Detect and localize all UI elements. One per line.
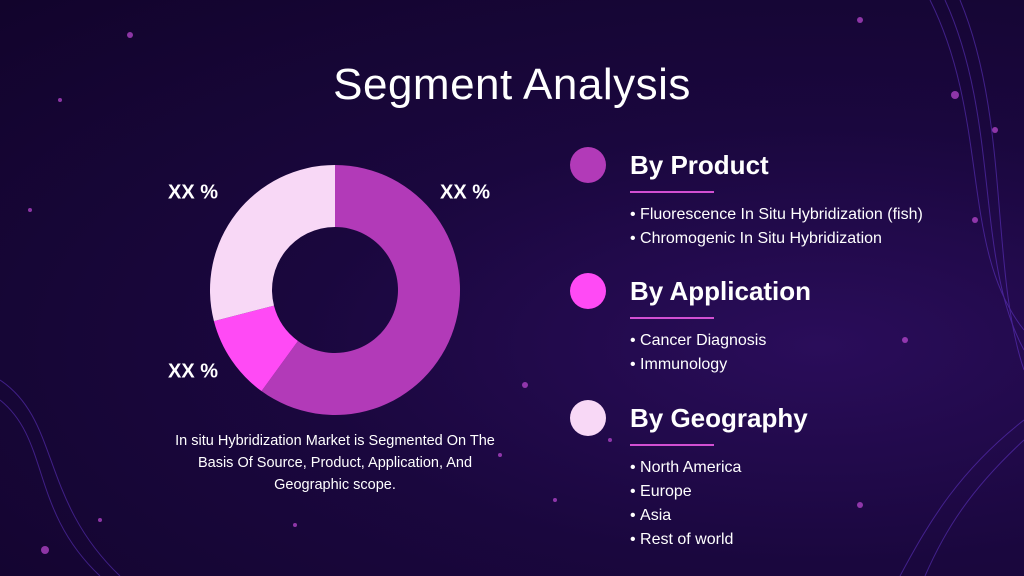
item: Fluorescence In Situ Hybridization (fish… xyxy=(630,203,923,227)
item: Europe xyxy=(630,480,741,504)
donut-chart: XX % XX % XX % xyxy=(168,165,490,415)
segment-heading: By Product xyxy=(630,150,769,180)
segment-icon xyxy=(570,273,606,309)
item-list: Fluorescence In Situ Hybridization (fish… xyxy=(630,203,923,251)
item: North America xyxy=(630,456,741,480)
item-list: Cancer DiagnosisImmunology xyxy=(630,329,766,377)
caption: In situ Hybridization Market is Segmente… xyxy=(175,433,495,493)
item: Immunology xyxy=(630,353,766,377)
slide-title: Segment Analysis xyxy=(333,60,691,109)
segment-label: XX % xyxy=(168,360,218,382)
segment-icon xyxy=(570,147,606,183)
donut-segment xyxy=(213,305,298,392)
item: Asia xyxy=(630,504,741,528)
segment-label: XX % xyxy=(440,181,490,203)
item: Cancer Diagnosis xyxy=(630,329,766,353)
item: Rest of world xyxy=(630,528,741,552)
segment-heading: By Geography xyxy=(630,403,808,433)
item-list: North AmericaEuropeAsiaRest of world xyxy=(630,456,741,552)
underline xyxy=(630,191,714,193)
segment-label: XX % xyxy=(168,181,218,203)
item: Chromogenic In Situ Hybridization xyxy=(630,227,923,251)
segment-icon xyxy=(570,400,606,436)
underline xyxy=(630,317,714,319)
donut-segment xyxy=(210,165,335,322)
segment-heading: By Application xyxy=(630,276,812,306)
donut-segment xyxy=(261,165,460,415)
underline xyxy=(630,444,714,446)
